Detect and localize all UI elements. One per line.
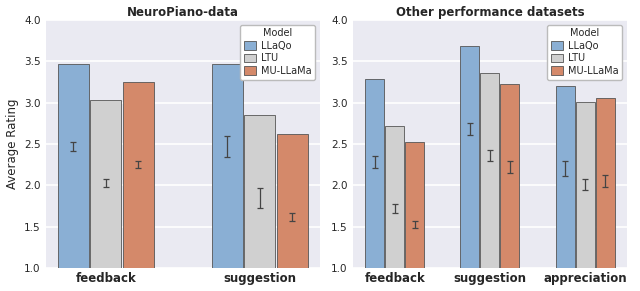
Bar — [575, 102, 595, 268]
Bar — [481, 73, 499, 268]
Bar — [244, 115, 275, 268]
Title: NeuroPiano-data: NeuroPiano-data — [127, 6, 239, 19]
Bar — [596, 98, 614, 268]
Bar — [500, 84, 520, 268]
Bar — [460, 46, 479, 268]
Bar — [212, 64, 243, 268]
Bar — [90, 100, 121, 268]
Bar — [123, 82, 154, 268]
Legend: LLaQo, LTU, MU-LLaMa: LLaQo, LTU, MU-LLaMa — [240, 24, 316, 80]
Y-axis label: Average Rating: Average Rating — [6, 99, 19, 189]
Title: Other performance datasets: Other performance datasets — [396, 6, 584, 19]
Bar — [385, 126, 404, 268]
Bar — [365, 79, 384, 268]
Bar — [276, 134, 308, 268]
Legend: LLaQo, LTU, MU-LLaMa: LLaQo, LTU, MU-LLaMa — [547, 24, 622, 80]
Bar — [556, 86, 575, 268]
Bar — [405, 141, 424, 268]
Bar — [58, 64, 89, 268]
